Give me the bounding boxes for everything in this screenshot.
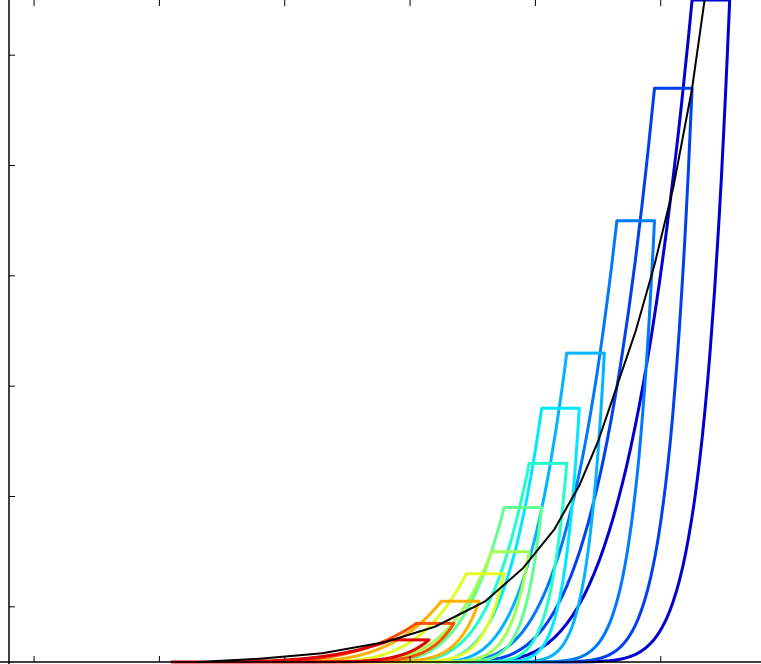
contour-level-l1 — [458, 0, 732, 664]
contour-level-l10 — [258, 599, 481, 664]
contour-level-l6 — [383, 461, 569, 664]
contour-level-l8 — [333, 550, 531, 664]
contour-level-l9 — [295, 572, 506, 664]
contour-level-l3 — [433, 219, 656, 664]
fit-curve-line — [196, 0, 706, 663]
ticks-layer — [9, 0, 662, 662]
contour-level-l4 — [421, 351, 606, 664]
fit-curve-layer — [196, 0, 706, 663]
contour-level-l7 — [358, 506, 544, 664]
contour-layer — [170, 0, 732, 664]
